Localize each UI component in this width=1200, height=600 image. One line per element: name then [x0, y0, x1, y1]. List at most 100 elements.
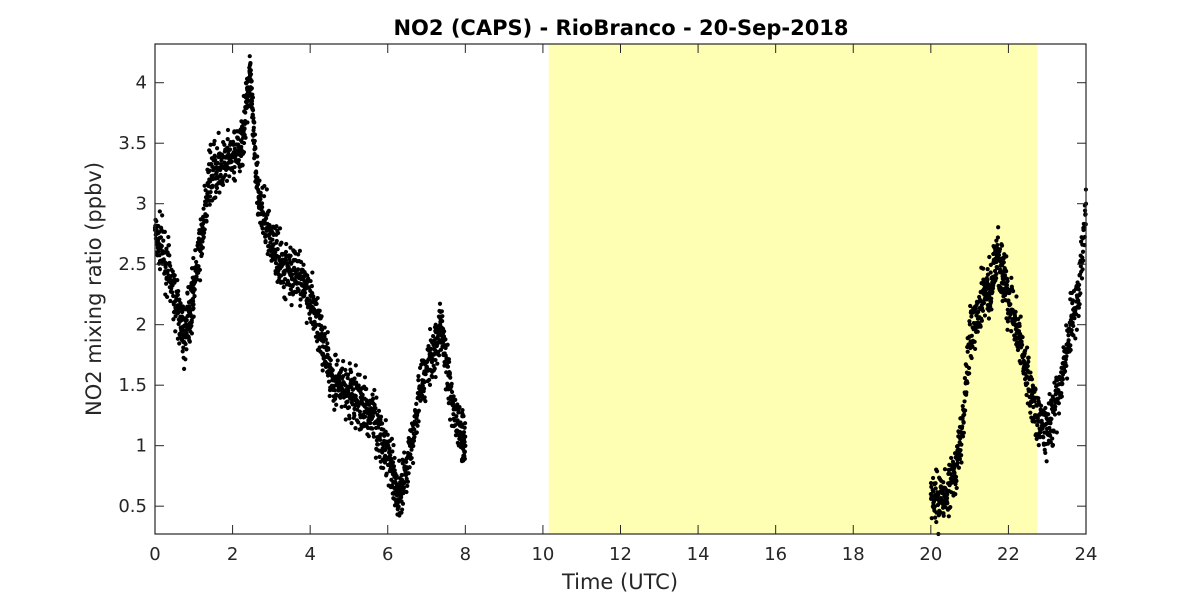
data-point	[268, 240, 273, 245]
data-point	[449, 381, 454, 386]
data-point	[960, 403, 965, 409]
data-point	[412, 434, 417, 440]
data-point	[390, 460, 396, 465]
data-point	[343, 383, 348, 388]
data-point	[349, 421, 354, 426]
data-point	[383, 453, 388, 458]
data-point	[1047, 391, 1052, 397]
data-point	[326, 347, 331, 352]
data-point	[451, 412, 456, 417]
data-point	[1035, 423, 1040, 428]
data-point	[932, 504, 937, 509]
data-point	[207, 168, 212, 173]
data-point	[377, 454, 382, 459]
data-point	[273, 257, 278, 262]
data-point	[1076, 305, 1082, 310]
data-point	[462, 439, 467, 445]
chart-title: NO2 (CAPS) - RioBranco - 20-Sep-2018	[393, 16, 848, 40]
data-point	[391, 442, 396, 448]
data-point	[157, 209, 162, 214]
data-point	[975, 329, 980, 334]
data-point	[214, 146, 220, 151]
data-point	[1034, 436, 1039, 442]
data-point	[429, 360, 435, 365]
data-point	[1064, 354, 1069, 359]
data-point	[357, 372, 362, 377]
data-point	[994, 238, 999, 243]
data-point	[990, 289, 995, 294]
data-point	[373, 455, 379, 460]
data-point	[263, 239, 268, 244]
data-point	[446, 401, 451, 406]
data-point	[394, 473, 399, 479]
data-point	[967, 322, 972, 327]
data-point	[957, 456, 962, 462]
data-point	[934, 519, 939, 525]
data-point	[333, 352, 338, 357]
data-point	[988, 270, 993, 275]
data-point	[440, 314, 445, 319]
data-point	[275, 247, 280, 252]
data-point	[270, 237, 275, 242]
data-point	[288, 245, 293, 250]
data-point	[1028, 370, 1033, 375]
data-point	[427, 382, 433, 387]
data-point	[345, 372, 351, 377]
data-point	[185, 291, 190, 296]
data-point	[308, 278, 313, 284]
data-point	[310, 290, 315, 296]
data-point	[455, 418, 460, 423]
data-point	[240, 163, 245, 168]
data-point	[370, 426, 375, 431]
data-point	[288, 253, 293, 258]
data-point	[204, 213, 210, 218]
data-point	[250, 108, 256, 113]
data-point	[1070, 298, 1075, 303]
data-point	[1032, 419, 1037, 424]
data-point	[456, 410, 461, 415]
x-tick-label: 14	[687, 544, 710, 565]
y-tick-label: 4	[136, 73, 147, 94]
data-point	[1064, 376, 1070, 381]
x-axis: 0 2 4 6 8 10 12 14 16 18 20 22 24	[149, 44, 1097, 565]
data-point	[346, 391, 351, 396]
data-point	[172, 273, 177, 278]
data-point	[346, 405, 352, 410]
x-tick-label: 20	[919, 544, 942, 565]
data-point	[171, 317, 176, 322]
data-point	[176, 289, 181, 294]
data-point	[314, 301, 319, 307]
data-point	[1020, 335, 1025, 340]
data-point	[416, 377, 421, 383]
data-point	[375, 442, 381, 447]
data-point	[966, 365, 972, 371]
data-point	[166, 234, 171, 240]
data-point	[997, 247, 1003, 252]
data-point	[408, 452, 413, 457]
data-point	[1004, 269, 1009, 274]
data-point	[948, 505, 953, 510]
data-point	[213, 195, 218, 200]
data-point	[257, 178, 262, 183]
data-point	[1068, 343, 1073, 348]
data-point	[422, 379, 427, 385]
data-point	[463, 434, 468, 439]
data-point	[200, 239, 205, 244]
data-point	[447, 370, 452, 376]
data-point	[988, 299, 994, 304]
data-point	[304, 320, 309, 325]
data-point	[1059, 390, 1064, 396]
data-point	[357, 409, 363, 414]
data-point	[1076, 313, 1081, 319]
data-point	[166, 243, 172, 248]
data-point	[444, 370, 449, 375]
x-tick-label: 12	[609, 544, 632, 565]
data-point	[248, 68, 253, 73]
data-point	[416, 408, 422, 413]
data-point	[399, 507, 405, 512]
data-point	[376, 448, 382, 453]
data-point	[296, 252, 301, 257]
data-point	[319, 314, 324, 319]
data-point	[161, 238, 166, 243]
data-point	[1013, 309, 1018, 314]
